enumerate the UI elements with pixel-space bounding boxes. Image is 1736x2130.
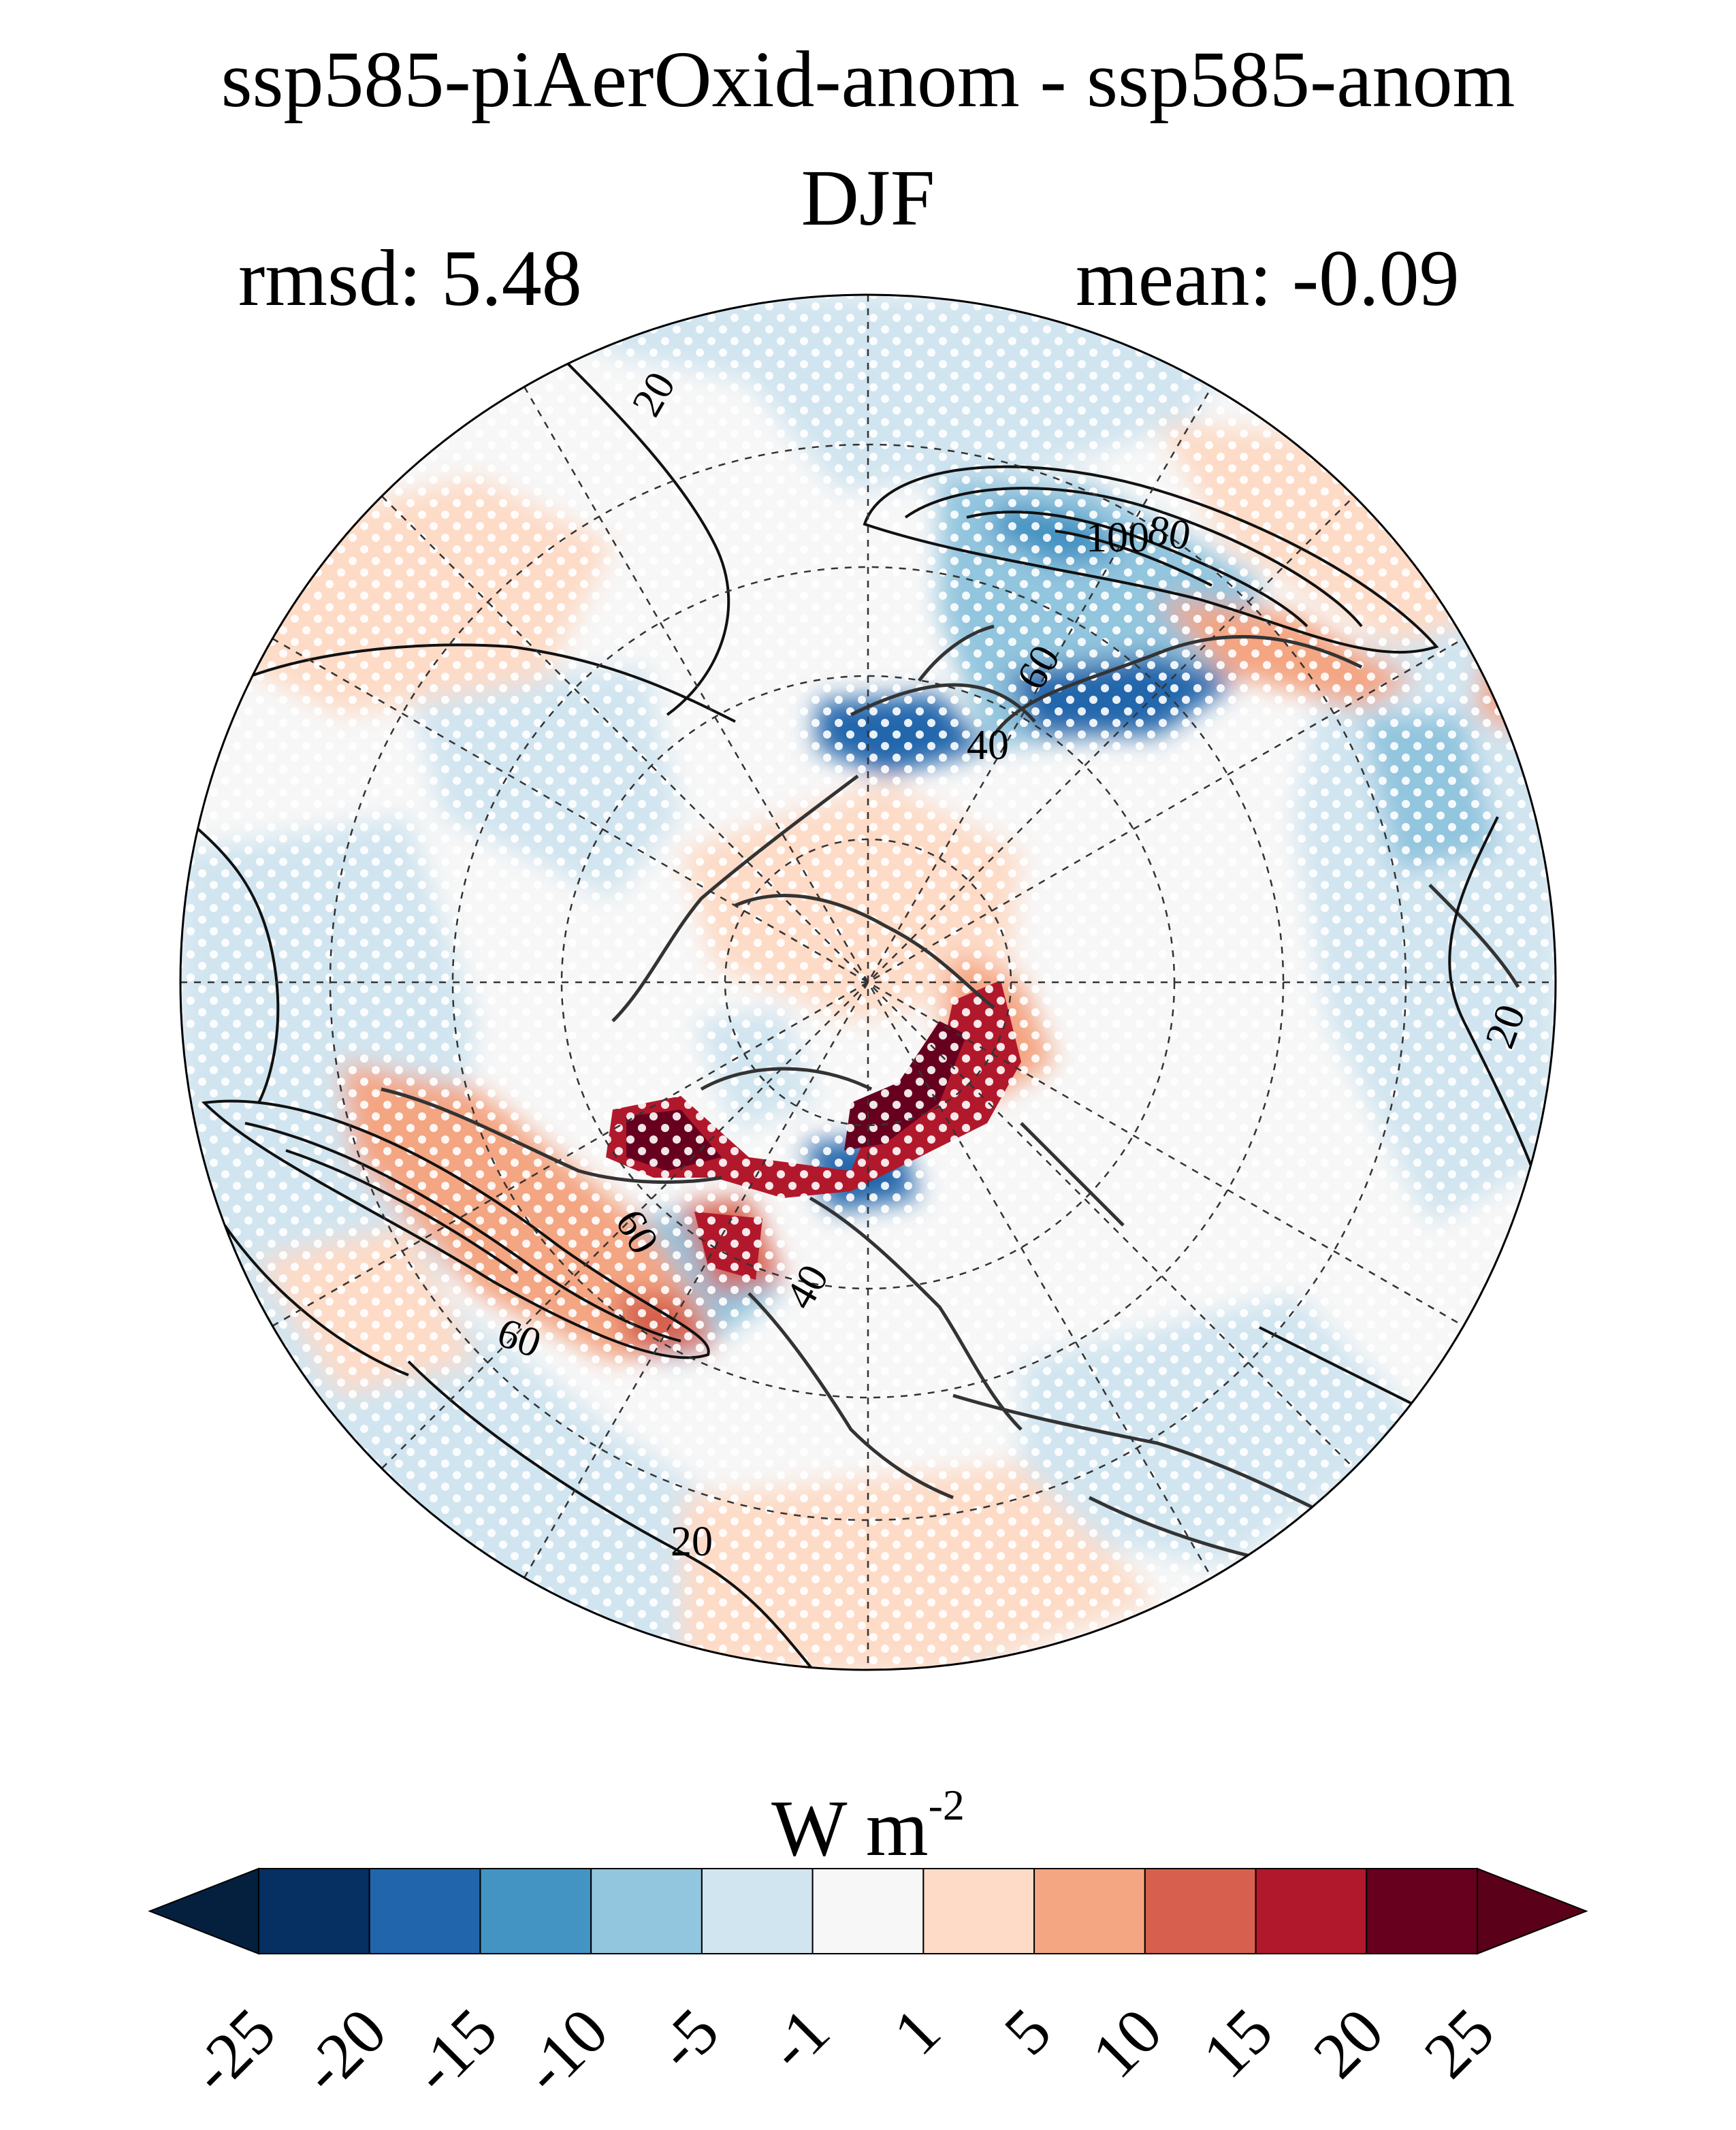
contour-label: 20 (671, 1519, 713, 1565)
polar-map: 20 20 20 40 40 60 60 60 80 100 (179, 293, 1557, 1671)
colorbar-segment (1144, 1868, 1257, 1954)
colorbar-segment (811, 1868, 925, 1954)
colorbar-tick-label: 5 (990, 1994, 1065, 2069)
colorbar-segment (479, 1868, 592, 1954)
colorbar-segment (701, 1868, 814, 1954)
colorbar-segment (1366, 1868, 1478, 1954)
colorbar-segment (1033, 1868, 1146, 1954)
colorbar-tick-label: 20 (1300, 1994, 1398, 2092)
colorbar-tick-label: -15 (398, 1994, 511, 2107)
colorbar-segment (922, 1868, 1035, 1954)
colorbar-segment (368, 1868, 481, 1954)
colorbar-tick-label: -1 (753, 1994, 843, 2084)
colorbar-units: W m-2 (771, 1781, 965, 1873)
colorbar-tick-label: -20 (287, 1994, 400, 2107)
mean-label: mean: -0.09 (1076, 233, 1460, 323)
rmsd-label: rmsd: 5.48 (238, 233, 582, 323)
colorbar-segment (590, 1868, 703, 1954)
colorbar-segment (1255, 1868, 1368, 1954)
graticule (180, 295, 1556, 1670)
colorbar-tick-label: -10 (509, 1994, 622, 2107)
colorbar-extend-high (1477, 1867, 1588, 1955)
map-boundary (179, 293, 1557, 1671)
colorbar-tick-label: -5 (643, 1994, 733, 2084)
colorbar-segment (258, 1868, 370, 1954)
colorbar-tick-label: 10 (1078, 1994, 1176, 2092)
colorbar-tick-label: 25 (1410, 1994, 1508, 2092)
colorbar-tick-label: 15 (1189, 1994, 1287, 2092)
contour-lines (381, 624, 1520, 1568)
map-title: ssp585-piAerOxid-anom - ssp585-anom (221, 35, 1515, 124)
colorbar-tick-label: -25 (176, 1994, 289, 2107)
contour-label: 40 (967, 722, 1009, 769)
colorbar-tick-label: 1 (880, 1994, 954, 2069)
season-subtitle: DJF (801, 153, 935, 242)
contour-label: 80 (1144, 506, 1194, 560)
contour-label: 100 (1086, 515, 1149, 561)
colorbar-extend-low (148, 1867, 259, 1955)
